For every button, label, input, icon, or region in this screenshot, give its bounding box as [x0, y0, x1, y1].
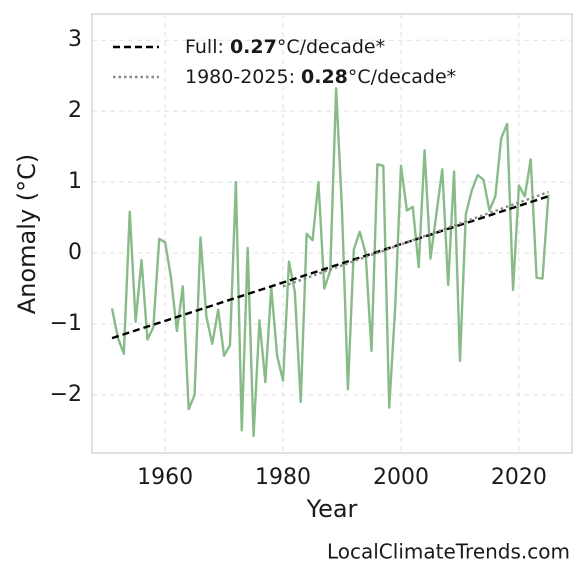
x-axis-label: Year — [306, 495, 358, 523]
x-tick-label: 2020 — [491, 465, 547, 490]
legend-text: 0.27 — [230, 36, 277, 58]
legend-text: 1980-2025: — [185, 66, 301, 88]
y-tick-label: −2 — [50, 382, 82, 407]
legend-text: 0.28 — [301, 66, 348, 88]
y-tick-label: 1 — [68, 169, 82, 194]
x-tick-label: 2000 — [373, 465, 429, 490]
x-tick-label: 1980 — [255, 465, 311, 490]
y-axis-label: Anomaly (°C) — [13, 154, 41, 314]
y-tick-label: 3 — [68, 27, 82, 52]
y-tick-label: 2 — [68, 98, 82, 123]
legend-text: Full: — [185, 36, 230, 58]
x-tick-label: 1960 — [137, 465, 193, 490]
watermark: LocalClimateTrends.com — [327, 540, 570, 564]
y-tick-label: −1 — [50, 311, 82, 336]
legend-label: 1980-2025: 0.28°C/decade* — [185, 66, 456, 88]
legend-text: °C/decade* — [277, 36, 385, 58]
y-tick-label: 0 — [68, 240, 82, 265]
legend-text: °C/decade* — [348, 66, 456, 88]
legend-label: Full: 0.27°C/decade* — [185, 36, 385, 58]
